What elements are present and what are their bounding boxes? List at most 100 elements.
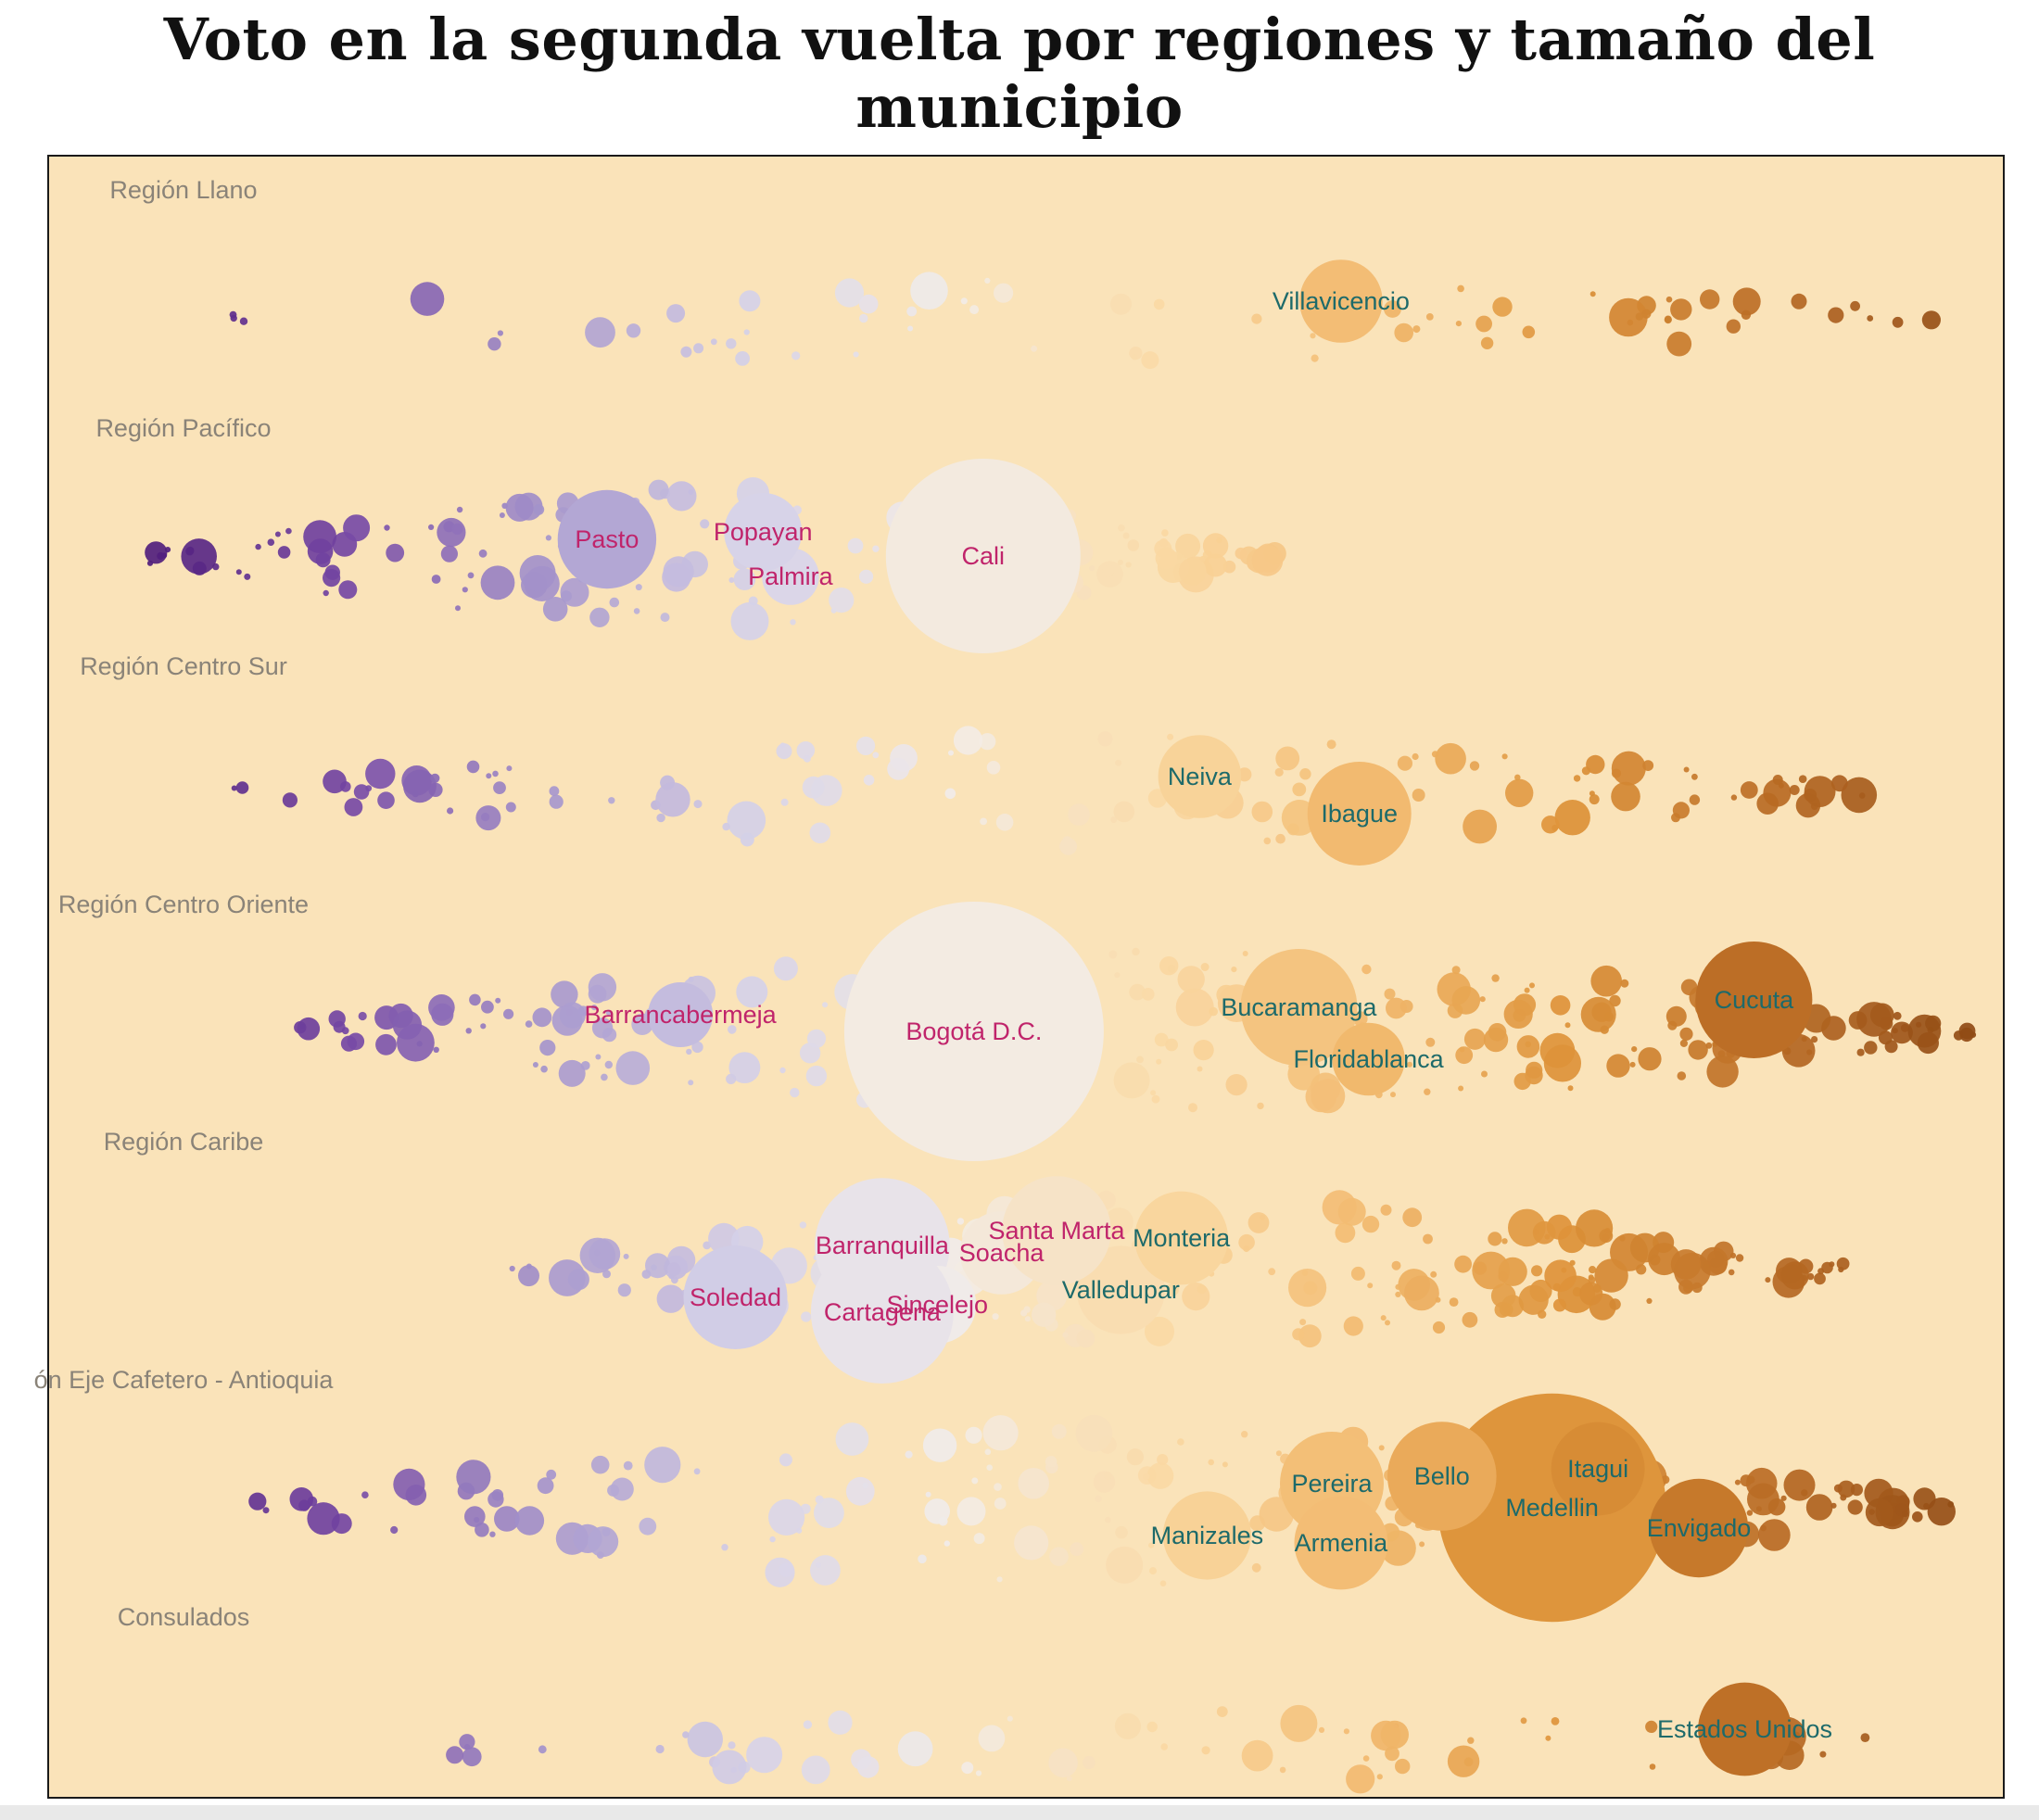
- municipality-dot: [1216, 984, 1236, 1005]
- municipality-dot: [735, 351, 750, 366]
- municipality-dot: [1361, 1215, 1380, 1233]
- municipality-dot: [979, 733, 996, 751]
- city-bubble[interactable]: [1332, 1022, 1405, 1096]
- city-bubble[interactable]: [1695, 942, 1813, 1058]
- municipality-dot: [1149, 1567, 1157, 1575]
- municipality-dot: [924, 1498, 950, 1524]
- municipality-dot: [546, 1469, 557, 1480]
- municipality-dot: [1275, 1450, 1282, 1457]
- city-bubble[interactable]: [1551, 1422, 1645, 1516]
- municipality-dot: [1850, 1484, 1863, 1497]
- city-bubble[interactable]: [885, 459, 1081, 653]
- municipality-dot: [1412, 789, 1425, 802]
- municipality-dot: [540, 1065, 548, 1073]
- city-bubble[interactable]: [1158, 735, 1242, 818]
- municipality-dot: [1362, 1755, 1370, 1762]
- city-bubble[interactable]: [843, 902, 1104, 1161]
- municipality-dot: [1488, 1232, 1502, 1246]
- municipality-dot: [897, 1731, 933, 1767]
- municipality-dot: [1830, 1502, 1837, 1509]
- municipality-dot: [728, 577, 735, 583]
- municipality-dot: [944, 788, 956, 800]
- municipality-dot: [585, 317, 615, 348]
- municipality-dot: [1430, 1270, 1437, 1278]
- city-bubble[interactable]: [1294, 1496, 1388, 1590]
- municipality-dot: [1588, 1274, 1594, 1281]
- municipality-dot: [1394, 322, 1413, 343]
- municipality-dot: [1178, 557, 1207, 586]
- city-bubble[interactable]: [724, 493, 803, 571]
- city-label: Armenia: [1295, 1529, 1389, 1557]
- municipality-dot: [303, 520, 336, 553]
- city-bubble[interactable]: [1299, 259, 1383, 343]
- municipality-dot: [1412, 325, 1421, 334]
- city-bubble[interactable]: [648, 982, 714, 1047]
- municipality-dot: [986, 761, 1001, 775]
- municipality-dot: [779, 1562, 794, 1577]
- municipality-dot: [494, 1506, 520, 1532]
- municipality-dot: [244, 573, 251, 580]
- municipality-dot: [1117, 559, 1123, 565]
- municipality-dot: [1706, 1055, 1739, 1088]
- municipality-dot: [1145, 1316, 1174, 1346]
- municipality-dot: [835, 1422, 869, 1456]
- municipality-dot: [728, 1025, 737, 1034]
- municipality-dot: [1734, 1479, 1741, 1485]
- municipality-dot: [1402, 1207, 1423, 1228]
- municipality-dot: [1242, 951, 1248, 956]
- municipality-dot: [862, 1482, 868, 1489]
- municipality-dot: [1840, 1494, 1847, 1501]
- municipality-dot: [688, 1080, 694, 1086]
- city-bubble[interactable]: [1240, 949, 1358, 1066]
- municipality-dot: [1490, 1283, 1516, 1308]
- city-bubble[interactable]: [1162, 1491, 1251, 1580]
- city-bubble[interactable]: [1076, 1245, 1165, 1334]
- municipality-dot: [1243, 1245, 1250, 1253]
- municipality-dot: [910, 272, 948, 310]
- municipality-dot: [344, 798, 363, 816]
- municipality-dot: [602, 1270, 611, 1279]
- city-bubble[interactable]: [810, 1241, 954, 1384]
- municipality-dot: [1311, 354, 1319, 362]
- city-bubble[interactable]: [1698, 1682, 1792, 1776]
- municipality-dot: [365, 758, 396, 790]
- municipality-dot: [1541, 815, 1560, 834]
- municipality-dot: [1384, 300, 1401, 318]
- municipality-dot: [730, 601, 769, 640]
- municipality-dot: [969, 305, 980, 315]
- municipality-dot: [1783, 1469, 1816, 1501]
- city-bubble[interactable]: [1134, 1191, 1228, 1285]
- municipality-dot: [666, 1262, 681, 1277]
- city-bubble[interactable]: [683, 1245, 788, 1349]
- municipality-dot: [338, 580, 358, 600]
- municipality-dot: [186, 546, 195, 555]
- municipality-dot: [1154, 1032, 1169, 1047]
- municipality-dot: [1732, 287, 1761, 316]
- municipality-dot: [1670, 298, 1692, 321]
- municipality-dot: [1350, 1266, 1365, 1281]
- city-bubble[interactable]: [1307, 762, 1412, 866]
- city-bubble[interactable]: [557, 489, 657, 589]
- municipality-dot: [1828, 307, 1844, 323]
- city-label: Ibague: [1321, 800, 1398, 828]
- municipality-dot: [1579, 1282, 1603, 1306]
- municipality-dot: [1251, 313, 1262, 324]
- municipality-dot: [161, 552, 168, 559]
- municipality-dot: [1481, 1070, 1488, 1078]
- municipality-dot: [1197, 1066, 1203, 1072]
- municipality-dot: [1638, 1047, 1662, 1071]
- city-label: Bogotá D.C.: [906, 1017, 1042, 1045]
- municipality-dot: [1531, 1265, 1543, 1277]
- city-label: Cucuta: [1715, 986, 1795, 1014]
- city-bubble[interactable]: [1002, 1176, 1111, 1285]
- city-bubble[interactable]: [1649, 1478, 1749, 1578]
- municipality-dot: [1811, 1036, 1818, 1043]
- city-bubble[interactable]: [1387, 1422, 1497, 1531]
- city-label: Cartagena: [824, 1298, 942, 1326]
- municipality-dot: [456, 506, 463, 513]
- municipality-dot: [1483, 1027, 1509, 1053]
- city-label: Barrancabermeja: [585, 1001, 778, 1029]
- city-label: Barranquilla: [816, 1232, 950, 1259]
- municipality-dot: [925, 1491, 931, 1498]
